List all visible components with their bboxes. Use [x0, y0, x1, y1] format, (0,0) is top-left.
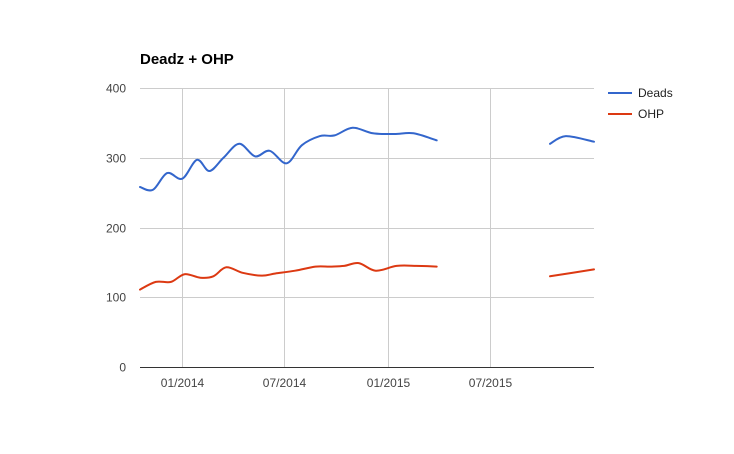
x-tick-label: 07/2015 [469, 376, 513, 390]
legend[interactable]: Deads OHP [608, 86, 673, 121]
y-axis-ticks: 0 100 200 300 400 [106, 82, 126, 375]
y-tick-label: 400 [106, 82, 126, 96]
series-line-ohp [139, 261, 438, 291]
series-line-deads [549, 135, 595, 145]
x-axis-ticks: 01/2014 07/2014 01/2015 07/2015 [161, 376, 513, 390]
y-tick-label: 300 [106, 152, 126, 166]
x-tick-label: 01/2014 [161, 376, 205, 390]
x-tick-label: 01/2015 [367, 376, 411, 390]
legend-item-deads[interactable]: Deads [608, 86, 673, 100]
chart-title: Deadz + OHP [140, 51, 234, 68]
x-tick-label: 07/2014 [263, 376, 307, 390]
y-gridlines [140, 88, 594, 298]
y-tick-label: 0 [119, 361, 126, 375]
y-tick-label: 200 [106, 222, 126, 236]
legend-label: Deads [638, 86, 673, 100]
legend-label: OHP [638, 107, 664, 121]
x-gridlines [182, 88, 491, 367]
series-lines [139, 126, 595, 291]
series-line-deads [139, 126, 438, 192]
y-tick-label: 100 [106, 291, 126, 305]
legend-item-ohp[interactable]: OHP [608, 107, 664, 121]
series-line-ohp [549, 268, 595, 278]
